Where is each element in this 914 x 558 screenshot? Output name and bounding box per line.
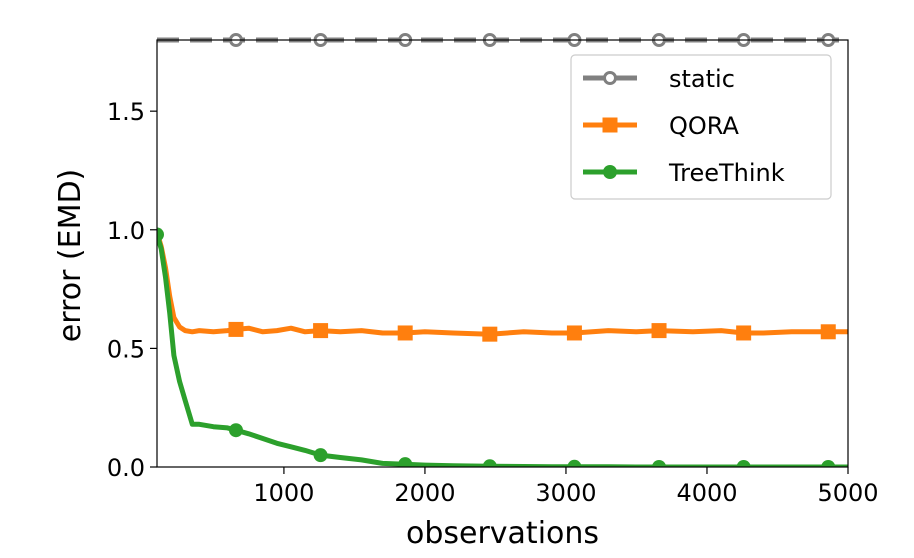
legend-label-treethink: TreeThink [668,159,785,187]
series-marker-qora-7 [820,324,836,340]
series-marker-qora-1 [313,323,329,339]
series-marker-treethink-5 [567,459,582,467]
legend-box [570,54,832,200]
series-marker-treethink-6 [652,460,667,467]
series-marker-qora-2 [397,325,413,341]
series-line-qora [157,231,848,337]
y-tick-label-1.0: 1.0 [107,217,145,245]
x-tick-label-1000: 1000 [253,479,314,507]
series-marker-treethink-4 [482,459,497,467]
series-marker-treethink-1 [228,423,243,438]
series-marker-treethink-7 [736,460,751,467]
series-marker-qora-0 [228,321,244,337]
legend-marker-static [603,71,617,85]
series-marker-treethink-0 [157,227,164,242]
legend-marker-qora [602,117,618,133]
x-axis-title: observations [406,516,599,551]
legend-label-static: static [669,65,735,93]
x-tick-label-2000: 2000 [394,479,455,507]
x-tick-label-4000: 4000 [676,479,737,507]
axes-layer: 1000 2000 3000 4000 5000 0.0 0.5 1.0 1.5 [107,98,879,507]
x-tick-label-5000: 5000 [817,479,878,507]
series-line-treethink [157,233,848,467]
series-marker-treethink-2 [313,448,328,463]
x-tick-label-3000: 3000 [535,479,596,507]
plot-frame [156,39,849,468]
y-axis-title: error (EMD) [53,169,88,343]
series-marker-qora-3 [482,326,498,342]
legend: static QORA TreeThink [570,54,832,200]
legend-label-qora: QORA [669,112,739,140]
series-marker-qora-4 [566,325,582,341]
y-tick-label-1.5: 1.5 [107,98,145,126]
y-tick-label-0.5: 0.5 [107,335,145,363]
series-marker-treethink-3 [398,457,413,467]
y-tick-label-0.0: 0.0 [107,454,145,482]
series-marker-qora-5 [651,323,667,339]
series-marker-treethink-8 [821,460,836,467]
series-marker-qora-6 [736,325,752,341]
legend-marker-treethink [603,165,617,179]
